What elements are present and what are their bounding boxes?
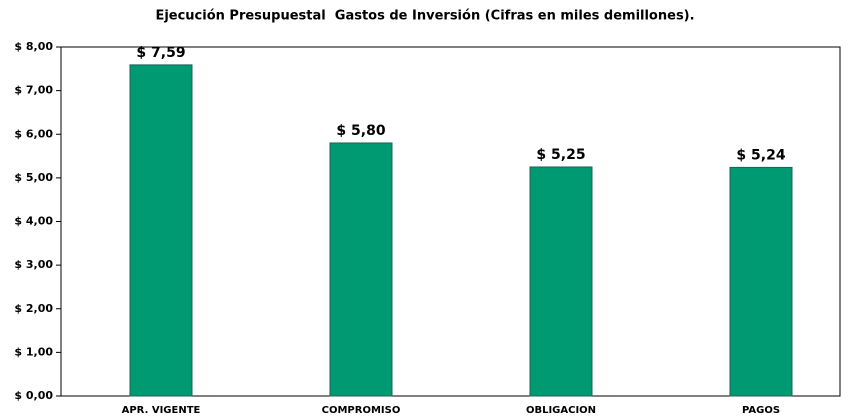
x-tick-label: COMPROMISO xyxy=(322,405,401,416)
bar xyxy=(329,142,393,397)
bar xyxy=(729,166,793,397)
x-tick-label: OBLIGACION xyxy=(526,405,596,416)
value-label: $ 5,24 xyxy=(736,147,785,163)
y-tick-label: $ 6,00 xyxy=(14,127,53,140)
y-tick-label: $ 4,00 xyxy=(14,215,53,228)
y-tick-label: $ 3,00 xyxy=(14,258,53,271)
y-tick-label: $ 0,00 xyxy=(14,389,53,402)
bar xyxy=(529,166,593,397)
chart-title: Ejecución Presupuestal Gastos de Inversi… xyxy=(155,9,694,24)
bar xyxy=(129,64,193,397)
y-tick-label: $ 1,00 xyxy=(14,345,53,358)
y-tick-label: $ 7,00 xyxy=(14,84,53,97)
y-tick-label: $ 8,00 xyxy=(14,40,53,53)
x-tick-label: PAGOS xyxy=(742,405,780,416)
y-tick-label: $ 5,00 xyxy=(14,171,53,184)
value-label: $ 7,59 xyxy=(136,45,185,61)
value-label: $ 5,25 xyxy=(536,147,585,163)
value-label: $ 5,80 xyxy=(336,123,385,139)
x-tick-label: APR. VIGENTE xyxy=(122,405,201,416)
y-tick-label: $ 2,00 xyxy=(14,302,53,315)
